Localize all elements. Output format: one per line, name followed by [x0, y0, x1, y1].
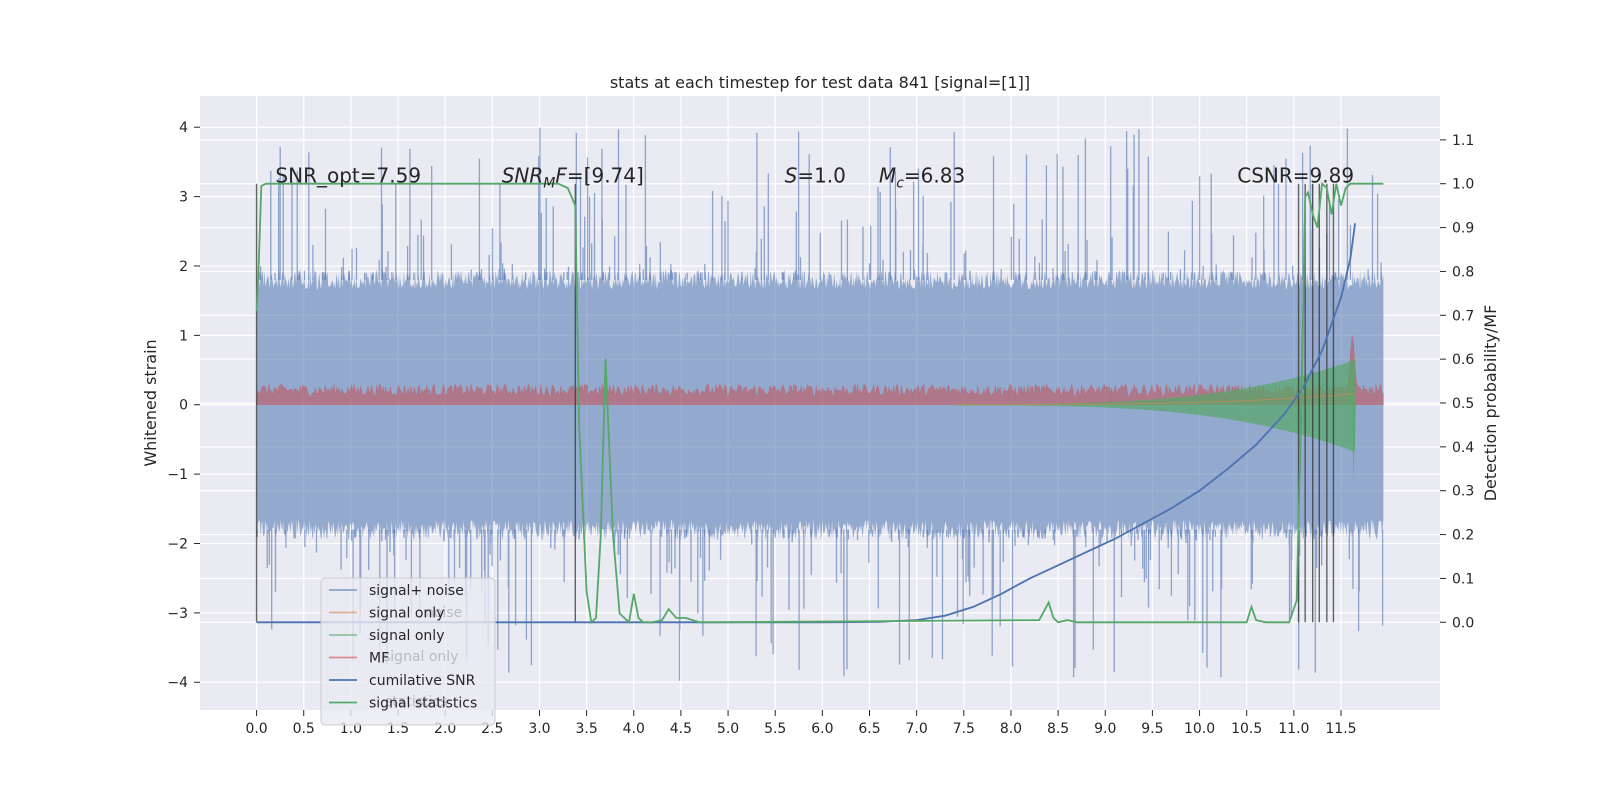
right-y-axis: 0.0 0.1 0.2 0.3 0.4 0.5 0.6 0.7 0.8 0.9 1.0 1.1 — [1440, 133, 1474, 631]
y2-tick-label: 1.1 — [1452, 133, 1474, 149]
y-tick-label: −3 — [167, 606, 188, 622]
x-tick-label: 0.0 — [245, 721, 267, 737]
right-y-axis-title: Detection probability/MF — [1481, 305, 1500, 502]
x-tick-label: 10.5 — [1231, 721, 1262, 737]
x-tick-label: 3.5 — [575, 721, 597, 737]
x-tick-label: 11.5 — [1325, 721, 1356, 737]
y2-tick-label: 0.2 — [1452, 528, 1474, 544]
x-tick-label: 4.0 — [623, 721, 645, 737]
x-tick-label: 8.5 — [1047, 721, 1069, 737]
y-tick-label: −2 — [167, 536, 188, 552]
y2-tick-label: 0.4 — [1452, 440, 1474, 456]
x-tick-label: 0.5 — [293, 721, 315, 737]
x-tick-label: 9.5 — [1141, 721, 1163, 737]
chart-title: stats at each timestep for test data 841… — [610, 73, 1030, 92]
x-tick-label: 8.0 — [1000, 721, 1022, 737]
legend-label: signal only — [369, 628, 444, 644]
annotation-csnr: CSNR=9.89 — [1237, 164, 1354, 188]
legend-box — [320, 577, 496, 726]
annotations: SNR_opt=7.59 SNRMF=[9.74] S=1.0 Mc=6.83 CSNR… — [275, 164, 1354, 192]
y-tick-label: −1 — [167, 467, 188, 483]
y2-tick-label: 0.0 — [1452, 615, 1474, 631]
x-tick-label: 7.5 — [953, 721, 975, 737]
legend-label: cumilative SNR — [369, 673, 476, 689]
y2-tick-label: 0.7 — [1452, 308, 1474, 324]
x-tick-label: 5.0 — [717, 721, 739, 737]
x-tick-label: 6.0 — [811, 721, 833, 737]
x-tick-label: 11.0 — [1278, 721, 1309, 737]
legend-ghost-text: signal only — [383, 649, 458, 665]
plot-area — [255, 127, 1384, 681]
legend-label: signal statistics — [369, 696, 477, 712]
x-tick-label: 6.5 — [858, 721, 880, 737]
signal-only-orange — [954, 393, 1356, 406]
x-tick-label: 5.5 — [764, 721, 786, 737]
legend-label: MF — [369, 651, 389, 667]
signal-noise-band — [256, 269, 1384, 540]
y2-tick-label: 0.8 — [1452, 264, 1474, 280]
signal-only-green-merger — [1348, 352, 1357, 482]
y-tick-label: 1 — [179, 328, 188, 344]
left-y-axis: −4 −3 −2 −1 0 1 2 3 4 — [167, 120, 200, 691]
y2-tick-label: 0.6 — [1452, 352, 1474, 368]
y2-tick-label: 0.9 — [1452, 221, 1474, 237]
y2-tick-label: 0.5 — [1452, 396, 1474, 412]
y-tick-label: 4 — [179, 120, 188, 136]
annotation-s-val: S=1.0 — [785, 164, 846, 188]
x-axis: 0.0 0.5 1.0 1.5 2.0 2.5 3.0 3.5 4.0 4.5 5.0 5.5 6.0 6… — [245, 710, 1357, 737]
signal-only-green — [954, 359, 1356, 452]
y2-tick-label: 1.0 — [1452, 177, 1474, 193]
y2-tick-label: 0.1 — [1452, 571, 1474, 587]
legend-ghost-text: noise — [425, 605, 462, 621]
x-tick-label: 10.0 — [1184, 721, 1215, 737]
legend-label: signal+ noise — [369, 583, 464, 599]
annotation-snr-mf: SNRMF=[9.74] — [502, 164, 644, 192]
y-tick-label: −4 — [167, 675, 188, 691]
x-tick-label: 3.0 — [528, 721, 550, 737]
annotation-mc-val: Mc=6.83 — [879, 164, 965, 192]
x-tick-label: 7.0 — [906, 721, 928, 737]
signal-statistics-line — [255, 181, 1384, 625]
annotation-snr-opt: SNR_opt=7.59 — [275, 164, 421, 188]
legend-ghost-text: statistics — [385, 694, 447, 710]
y2-tick-label: 0.3 — [1452, 484, 1474, 500]
x-tick-label: 9.0 — [1094, 721, 1116, 737]
y-tick-label: 3 — [179, 190, 188, 206]
legend-label: signal only — [369, 606, 444, 622]
y-tick-label: 0 — [179, 398, 188, 414]
left-y-axis-title: Whitened strain — [141, 339, 160, 466]
cumilative-SNR-line — [256, 223, 1356, 624]
y-tick-label: 2 — [179, 259, 188, 275]
x-tick-label: 4.5 — [670, 721, 692, 737]
